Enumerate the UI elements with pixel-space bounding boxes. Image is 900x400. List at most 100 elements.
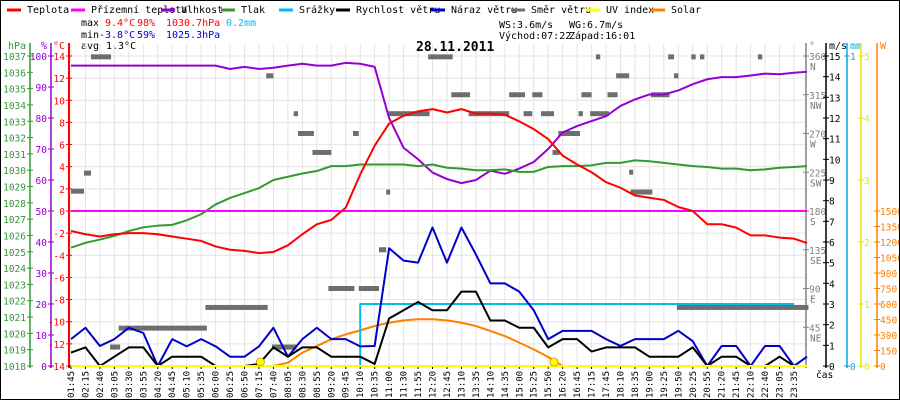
axis-tick-label: 1027 (3, 215, 26, 226)
axis-tick-label: 0 (880, 362, 886, 373)
x-tick-label: 13:10 (457, 371, 467, 398)
x-tick-label: 21:45 (732, 371, 742, 398)
wind-direction-mark (757, 54, 763, 60)
wind-direction-mark (312, 149, 332, 155)
wind-direction-mark (298, 131, 314, 136)
x-tick-label: 12:20 (429, 371, 439, 398)
x-tick-label: 12:45 (443, 371, 453, 398)
axis-tick-label: -2 (54, 229, 65, 240)
x-tick-label: 08:55 (313, 371, 323, 398)
axis-tick-label: 1020 (3, 329, 26, 340)
compass-label: NE (810, 333, 822, 344)
stat-stats-max-humidity: 98% (137, 18, 155, 29)
axis-tick-label: -6 (54, 273, 66, 284)
wind-direction-mark (118, 325, 207, 331)
x-tick-label: 01:45 (67, 371, 77, 398)
axis-tick-label: -8 (54, 296, 66, 307)
axis-tick-label: 10 (54, 96, 66, 107)
stat-stats-min-humidity: 59% (137, 30, 155, 41)
stat-stats-max-rain: 0.2mm (226, 18, 256, 29)
axis-tick-label: 30 (36, 269, 48, 280)
x-tick-label: 16:20 (559, 371, 569, 398)
x-tick-label: 09:20 (327, 371, 337, 398)
wind-direction-mark (558, 131, 580, 136)
stat-stats-max-pressure: 1030.7hPa (166, 18, 220, 29)
stat-stats-ws: WS:3.6m/s (499, 20, 553, 31)
x-tick-label: 08:30 (298, 371, 308, 398)
legend-label: Srážky (299, 4, 335, 16)
axis-tick-label: 5 (864, 52, 870, 63)
axis-tick-label: 9 (829, 176, 835, 187)
series-n-raz-v-tru (70, 226, 808, 367)
x-tick-label: 22:40 (761, 371, 771, 398)
axis-tick-label: 1 (829, 341, 835, 352)
stat-stats-max-label: max (81, 18, 99, 29)
axis-tick-label: 900 (880, 269, 897, 280)
legend-item: Náraz větru (431, 4, 517, 16)
x-tick-label: 10:10 (356, 371, 366, 398)
legend-item: Teplota (7, 5, 69, 16)
wind-direction-mark (523, 111, 533, 117)
legend-item: Srážky (279, 4, 335, 16)
x-tick-label: 17:15 (588, 371, 598, 398)
axis-tick-label: 3 (864, 176, 870, 187)
axis-tick-label: 2 (864, 238, 870, 249)
axis-tick-label: 0 (864, 362, 870, 373)
axis-tick-label: 20 (36, 300, 48, 311)
x-tick-label: 06:25 (226, 371, 236, 398)
x-tick-label: 23:35 (790, 371, 800, 398)
axis-unit: °C (53, 41, 65, 52)
x-tick-label: 14:10 (486, 371, 496, 398)
axis-uv: 0 1 2 3 4 5 (858, 43, 870, 373)
stat-stats-wg: WG:6.7m/s (569, 20, 623, 31)
axis-tick-label: 225 (809, 168, 826, 179)
x-tick-label: 07:40 (269, 371, 279, 398)
chart-title: 28.11.2011 (416, 40, 494, 55)
axis-tick-label: 12 (54, 74, 65, 85)
axis-tick-label: 1032 (3, 134, 26, 145)
wind-direction-mark (590, 111, 609, 117)
wind-direction-mark (328, 286, 355, 291)
legend-item: UV index (586, 5, 654, 16)
x-tick-label: 21:20 (718, 371, 728, 398)
axis-tick-label: 6 (59, 141, 65, 152)
x-tick-label: 04:20 (154, 371, 164, 398)
axis-tick-label: 90 (36, 83, 48, 94)
legend-item: Tlak (221, 5, 265, 16)
axis-tick-label: 1034 (3, 101, 26, 112)
legend-label: Solar (671, 5, 701, 16)
stat-stats-avg-temp: 1.3°C (106, 41, 136, 52)
axis-tick-label: 600 (880, 300, 897, 311)
axis-tick-label: 1025 (3, 248, 26, 259)
axis-tick-label: 750 (880, 285, 897, 296)
axis-unit: ° (809, 41, 815, 52)
x-tick-label: 09:45 (342, 371, 352, 398)
axis-unit: % (41, 41, 47, 52)
stat-stats-min-temp: -3.8°C (99, 30, 135, 41)
x-tick-label: 06:00 (212, 371, 222, 398)
axis-tick-label: 0 (59, 207, 65, 218)
axis-tick-label: 5 (829, 259, 835, 270)
axis-tick-label: -12 (48, 340, 65, 351)
stat-stats-avg-label: avg (81, 41, 99, 52)
axis-tick-label: 6 (829, 238, 835, 249)
series-vlhkost (71, 61, 808, 185)
axis-tick-label: 1350 (880, 223, 900, 234)
legend-label: Přízemní teplota (91, 4, 187, 16)
x-tick-label: 16:45 (573, 371, 583, 398)
legend-label: Rychlost větru (356, 4, 440, 16)
axis-tick-label: 45 (809, 323, 820, 334)
x-tick-label: 19:25 (660, 371, 670, 398)
wind-direction-mark (378, 247, 387, 253)
compass-label: W (810, 140, 816, 151)
axis-tick-label: 135 (809, 246, 826, 257)
legend-label: Vlhkost (181, 5, 223, 16)
axis-tick-label: 40 (36, 238, 48, 249)
axis-tick-label: 1021 (3, 313, 26, 324)
wind-direction-mark (110, 344, 121, 350)
compass-label: SW (810, 178, 822, 189)
wind-direction-mark (629, 169, 634, 175)
